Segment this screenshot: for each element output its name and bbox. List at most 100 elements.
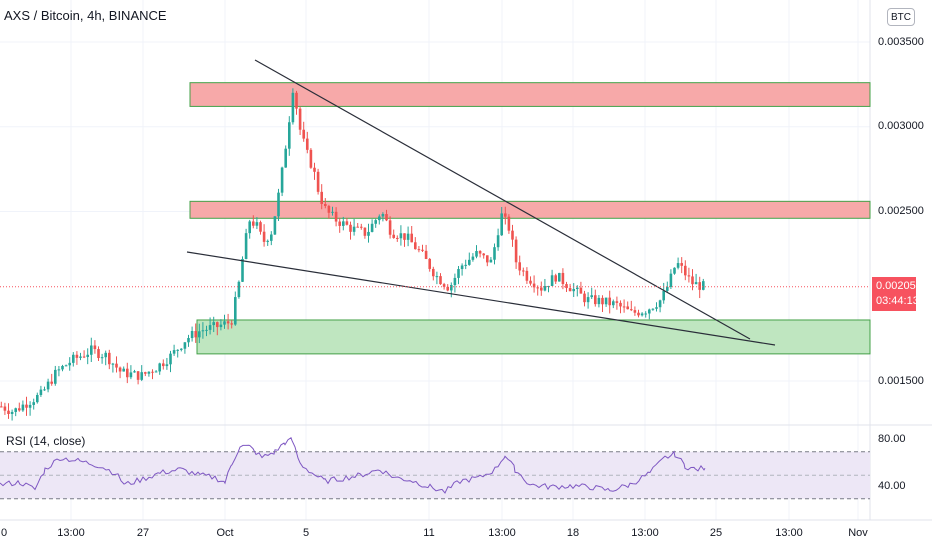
- time-axis-label: 5: [302, 527, 310, 539]
- candle-body: [410, 233, 413, 243]
- price-axis-label: 0.003000: [878, 120, 924, 132]
- candle-body: [3, 406, 7, 411]
- candle-body: [165, 364, 169, 367]
- candle-body: [370, 223, 374, 232]
- candle-body: [327, 205, 331, 213]
- candle-body: [676, 263, 680, 268]
- candle-body: [255, 222, 259, 226]
- candle-body: [252, 221, 255, 226]
- candle-body: [684, 265, 687, 276]
- candle-body: [342, 221, 345, 226]
- candle-body: [262, 231, 266, 242]
- candle-body: [345, 221, 349, 225]
- candle-body: [72, 354, 75, 363]
- candle-body: [669, 273, 673, 287]
- candle-body: [331, 211, 334, 213]
- candle-body: [97, 349, 100, 359]
- candle-body: [36, 394, 39, 403]
- candle-body: [594, 295, 597, 305]
- candle-body: [21, 404, 25, 411]
- candle-body: [493, 247, 496, 260]
- candle-body: [43, 389, 46, 391]
- candle-body: [50, 381, 53, 384]
- candle-body: [158, 363, 161, 372]
- candle-body: [504, 213, 507, 217]
- candle-body: [309, 149, 313, 168]
- time-axis-label: 18: [566, 527, 580, 539]
- candle-body: [68, 362, 71, 366]
- candle-body: [133, 371, 136, 373]
- symbol-title: AXS / Bitcoin, 4h, BINANCE: [4, 8, 167, 23]
- candle-body: [450, 285, 453, 291]
- time-axis-label: Oct: [216, 527, 234, 539]
- candle-body: [39, 389, 43, 395]
- candle-body: [507, 216, 511, 231]
- candle-body: [457, 269, 460, 278]
- candle-body: [248, 221, 251, 234]
- candle-body: [208, 325, 212, 330]
- candle-body: [514, 239, 518, 263]
- candle-body: [28, 404, 32, 408]
- candle-body: [424, 250, 428, 259]
- rsi-line: [0, 437, 706, 494]
- candle-body: [673, 267, 676, 274]
- candle-body: [360, 226, 363, 228]
- candle-body: [561, 272, 565, 285]
- candle-body: [687, 275, 691, 277]
- resistance-zone: [189, 200, 871, 219]
- candle-body: [180, 348, 183, 350]
- candle-body: [633, 310, 637, 313]
- candle-body: [698, 282, 701, 290]
- candle-body: [554, 275, 557, 282]
- candle-body: [129, 372, 133, 378]
- candle-body: [630, 309, 633, 311]
- candle-body: [540, 287, 543, 291]
- candle-body: [270, 234, 273, 241]
- candle-body: [273, 216, 277, 235]
- candle-body: [374, 220, 377, 224]
- time-axis-label: 27: [136, 527, 150, 539]
- candle-body: [381, 214, 385, 217]
- candle-body: [417, 249, 421, 251]
- candle-body: [518, 262, 521, 271]
- candle-body: [432, 268, 435, 277]
- time-axis-label: 0: [0, 527, 8, 539]
- currency-badge[interactable]: BTC: [887, 8, 915, 26]
- candle-body: [500, 213, 503, 236]
- candle-body: [532, 283, 536, 288]
- candle-body: [266, 240, 269, 242]
- candle-body: [525, 270, 529, 281]
- candle-body: [565, 284, 568, 289]
- candle-body: [385, 214, 388, 221]
- candle-body: [482, 253, 485, 256]
- candle-body: [219, 324, 223, 328]
- candle-body: [604, 297, 608, 305]
- candle-body: [259, 222, 262, 232]
- candle-body: [655, 307, 658, 309]
- candle-body: [183, 342, 187, 349]
- candle-body: [583, 293, 586, 303]
- candle-body: [212, 322, 215, 326]
- rsi-axis-label: 40.00: [878, 480, 906, 492]
- candle-body: [626, 306, 629, 310]
- candle-body: [82, 356, 86, 358]
- resistance-zone: [189, 82, 871, 107]
- candle-body: [169, 353, 172, 365]
- rsi-axis-label: 80.00: [878, 433, 906, 445]
- candle-body: [640, 313, 644, 316]
- candle-body: [428, 258, 431, 269]
- candle-body: [176, 349, 179, 351]
- candle-body: [536, 287, 539, 289]
- candle-body: [572, 288, 575, 292]
- candle-body: [439, 276, 442, 285]
- candle-body: [288, 122, 291, 149]
- candle-body: [25, 404, 28, 408]
- candle-body: [486, 255, 489, 263]
- candle-body: [396, 237, 399, 239]
- candle-body: [352, 226, 356, 232]
- candle-body: [302, 129, 305, 139]
- candle-body: [140, 372, 143, 380]
- candle-body: [658, 300, 662, 308]
